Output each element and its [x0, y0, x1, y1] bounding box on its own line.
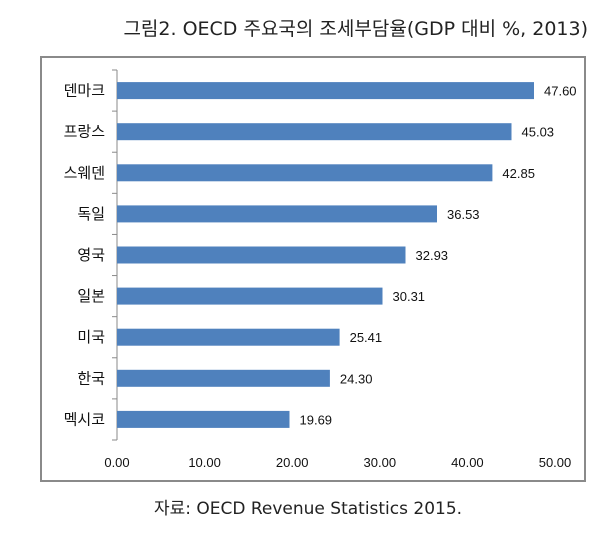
bar-2 [117, 123, 512, 141]
category-label: 독일 [77, 205, 105, 223]
bar-6 [117, 287, 383, 305]
bar-7 [117, 328, 340, 346]
value-label: 47.60 [544, 84, 577, 99]
bar-9 [117, 410, 290, 428]
category-label: 일본 [77, 287, 105, 305]
bar-1 [117, 82, 534, 100]
category-label: 덴마크 [64, 82, 105, 100]
chart-title: 그림2. OECD 주요국의 조세부담율(GDP 대비 %, 2013) [123, 18, 588, 40]
x-tick-label: 20.00 [276, 455, 309, 470]
x-tick-label: 10.00 [188, 455, 221, 470]
value-label: 19.69 [300, 412, 333, 427]
bar-3 [117, 164, 493, 182]
x-tick-label: 50.00 [539, 455, 572, 470]
source-note: 자료: OECD Revenue Statistics 2015. [153, 499, 463, 519]
value-label: 42.85 [502, 166, 535, 181]
value-label: 30.31 [393, 289, 426, 304]
value-label: 24.30 [340, 371, 373, 386]
category-label: 멕시코 [64, 410, 105, 428]
category-label: 프랑스 [64, 123, 106, 141]
value-label: 32.93 [416, 248, 449, 263]
x-tick-label: 40.00 [451, 455, 484, 470]
value-label: 45.03 [522, 125, 555, 140]
category-label: 영국 [77, 246, 105, 264]
category-label: 한국 [77, 369, 105, 387]
x-tick-label: 30.00 [364, 455, 397, 470]
bar-5 [117, 246, 406, 264]
x-tick-label: 0.00 [104, 455, 129, 470]
bar-4 [117, 205, 437, 223]
category-label: 스웨덴 [64, 164, 105, 182]
category-label: 미국 [77, 328, 105, 346]
value-label: 25.41 [350, 330, 383, 345]
bar-8 [117, 369, 330, 387]
value-label: 36.53 [447, 207, 480, 222]
